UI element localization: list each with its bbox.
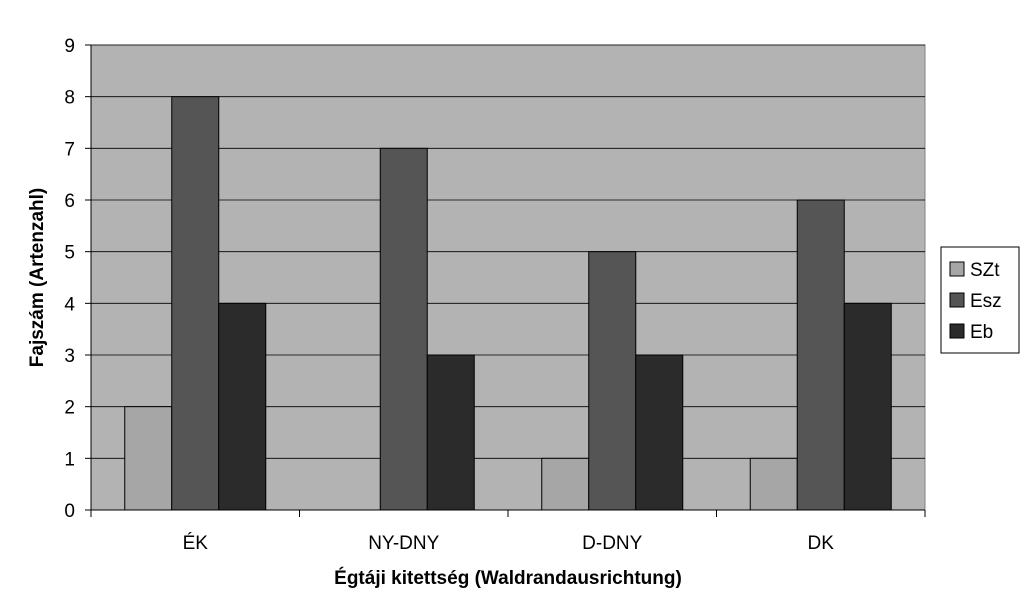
y-tick-label: 3: [64, 346, 75, 367]
x-tick-label: DK: [808, 533, 835, 554]
legend-swatch: [949, 261, 965, 277]
y-tick-label: 4: [64, 294, 75, 315]
x-tick-label: ÉK: [183, 533, 209, 554]
bar: [541, 457, 590, 511]
y-tick-label: 8: [64, 88, 75, 109]
legend-swatch: [949, 292, 965, 308]
x-tick-label: NY-DNY: [368, 533, 439, 554]
bar: [635, 354, 684, 511]
bar: [426, 354, 475, 511]
bars: [124, 96, 892, 511]
legend-label: Esz: [970, 291, 1002, 312]
bar: [218, 302, 267, 511]
legend-label: SZt: [970, 260, 1000, 281]
y-tick-label: 0: [64, 501, 75, 522]
axes: 0 1 2 3 4 5 6 7 8 9 ÉK NY-DNY D-DNY DK: [64, 36, 926, 554]
bar: [124, 406, 173, 511]
bar: [588, 251, 637, 511]
x-tick-label: D-DNY: [582, 533, 642, 554]
y-tick-label: 2: [64, 398, 75, 419]
bar: [171, 96, 220, 511]
legend-label: Eb: [970, 322, 993, 343]
legend: SZt Esz Eb: [940, 246, 1020, 354]
bar: [749, 457, 798, 511]
y-axis-title: Fajszám (Artenzahl): [27, 188, 48, 367]
bar: [379, 147, 428, 511]
y-tick-label: 7: [64, 139, 75, 160]
y-tick-label: 5: [64, 243, 75, 264]
legend-swatch: [949, 323, 965, 339]
bar: [796, 199, 845, 511]
y-tick-label: 9: [64, 36, 75, 57]
y-tick-label: 6: [64, 191, 75, 212]
bar: [843, 302, 892, 511]
y-tick-label: 1: [64, 449, 75, 470]
x-axis-title: Égtáji kitettség (Waldrandausrichtung): [334, 567, 682, 589]
